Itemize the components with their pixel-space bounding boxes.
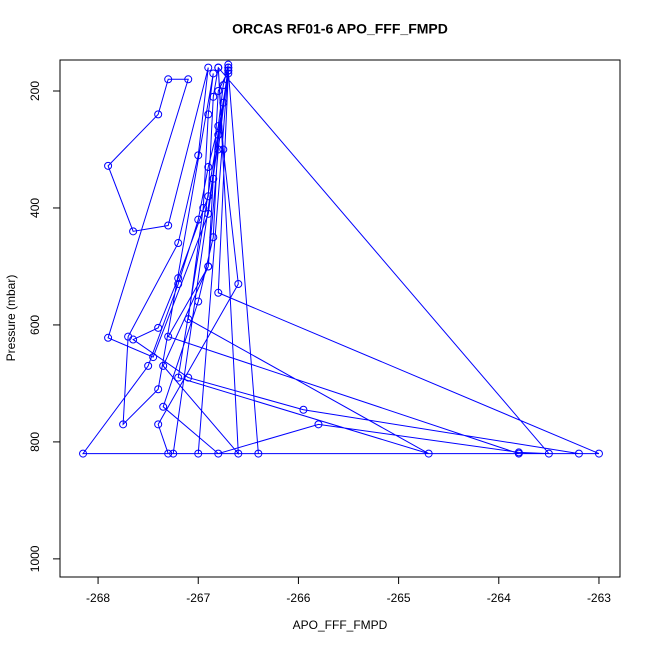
x-tick-label: -265 (387, 591, 411, 605)
data-point (219, 81, 228, 90)
data-point (164, 332, 173, 341)
x-tick-label: -267 (186, 591, 210, 605)
data-point (214, 63, 223, 72)
data-point (154, 385, 163, 394)
data-point (184, 315, 193, 324)
x-tick-label: -268 (86, 591, 110, 605)
data-point (184, 75, 193, 84)
data-point (224, 63, 233, 72)
y-tick-label: 400 (28, 198, 42, 218)
data-point (204, 262, 213, 271)
data-point (214, 288, 223, 297)
data-point (224, 69, 233, 78)
data-point (314, 420, 323, 429)
data-point (514, 448, 523, 457)
data-point (214, 130, 223, 139)
y-axis-label: Pressure (mbar) (4, 275, 18, 362)
data-point (174, 239, 183, 248)
data-point (254, 449, 263, 458)
data-point (154, 110, 163, 119)
x-tick-label: -264 (487, 591, 511, 605)
data-point (104, 161, 113, 170)
data-point (129, 335, 138, 344)
data-point (149, 353, 158, 362)
x-tick-label: -263 (587, 591, 611, 605)
data-point (209, 69, 218, 78)
y-tick-label: 1000 (28, 545, 42, 572)
data-point (204, 209, 213, 218)
data-point (104, 333, 113, 342)
data-line (82, 64, 600, 456)
data-point (224, 60, 233, 69)
data-point (174, 274, 183, 283)
x-axis-label: APO_FFF_FMPD (293, 618, 388, 632)
data-point (219, 145, 228, 154)
data-point (174, 373, 183, 382)
data-point (234, 279, 243, 288)
data-point (209, 233, 218, 242)
chart-title: ORCAS RF01-6 APO_FFF_FMPD (232, 21, 448, 37)
data-point (129, 227, 138, 236)
data-point (164, 449, 173, 458)
data-point (204, 163, 213, 172)
data-point (194, 449, 203, 458)
data-point (424, 449, 433, 458)
data-point (194, 151, 203, 160)
data-point (199, 203, 208, 212)
y-tick-label: 200 (28, 81, 42, 101)
y-tick-label: 800 (28, 432, 42, 452)
data-point (574, 449, 583, 458)
data-point (144, 361, 153, 370)
data-point (164, 75, 173, 84)
data-point (214, 122, 223, 131)
data-point (159, 361, 168, 370)
plot-area (79, 60, 603, 458)
data-point (234, 449, 243, 458)
data-point (299, 405, 308, 414)
data-point (79, 449, 88, 458)
plot-frame (59, 59, 621, 578)
x-tick-label: -266 (286, 591, 310, 605)
data-point (204, 192, 213, 201)
data-point (224, 66, 233, 75)
data-point (194, 297, 203, 306)
data-point (204, 110, 213, 119)
data-point (214, 145, 223, 154)
data-point (119, 420, 128, 429)
data-point (544, 449, 553, 458)
data-point (219, 98, 228, 107)
data-point (209, 92, 218, 101)
data-point (214, 86, 223, 95)
data-point (164, 221, 173, 230)
y-tick-label: 600 (28, 315, 42, 335)
data-point (209, 174, 218, 183)
data-point (174, 279, 183, 288)
data-point (154, 420, 163, 429)
data-point (194, 215, 203, 224)
data-point (204, 63, 213, 72)
data-point (184, 373, 193, 382)
data-point (159, 402, 168, 411)
data-point (594, 449, 603, 458)
data-point (214, 449, 223, 458)
data-point (169, 449, 178, 458)
data-point (154, 323, 163, 332)
